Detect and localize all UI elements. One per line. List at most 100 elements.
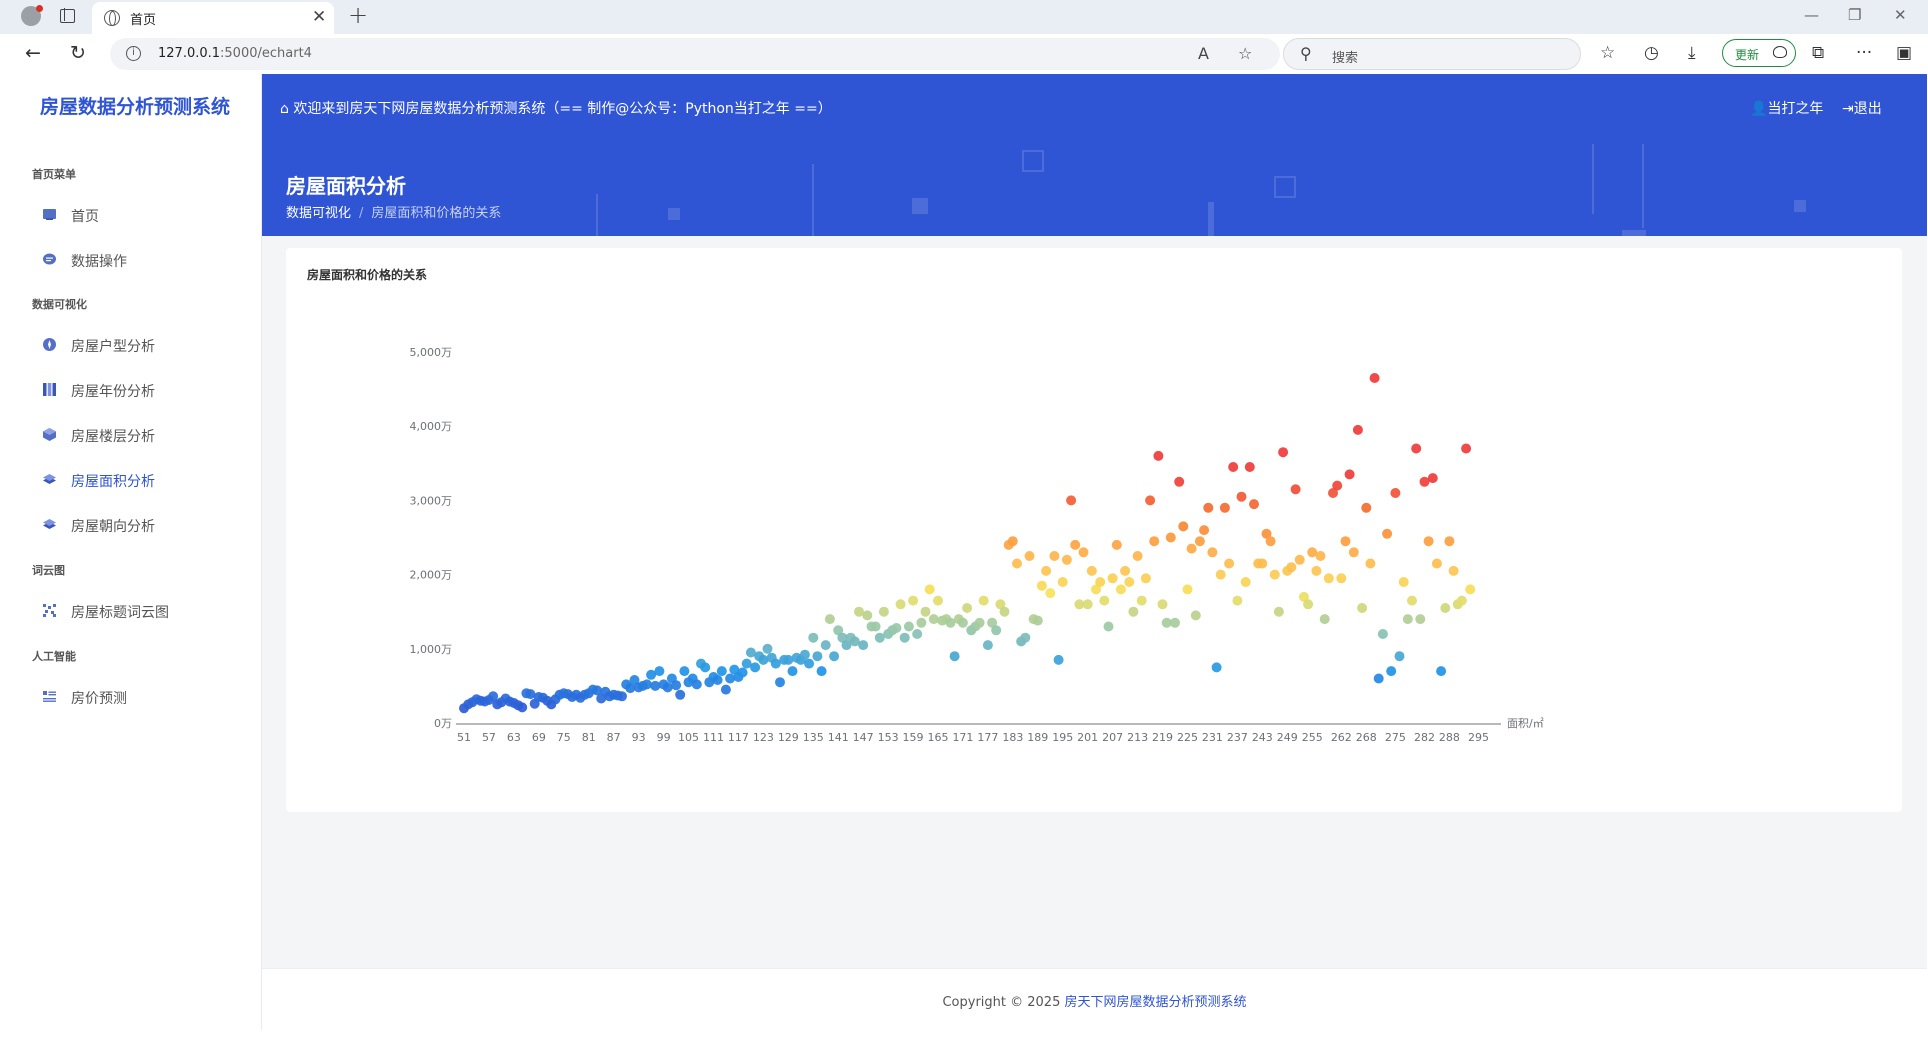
scatter-point[interactable] <box>1045 588 1056 599</box>
scatter-point[interactable] <box>700 662 711 673</box>
scatter-point[interactable] <box>1444 536 1455 547</box>
scatter-point[interactable] <box>1070 539 1081 550</box>
scatter-point[interactable] <box>1456 595 1467 606</box>
scatter-point[interactable] <box>1111 539 1122 550</box>
scatter-point[interactable] <box>1465 584 1476 595</box>
scatter-point[interactable] <box>1448 565 1459 576</box>
scatter-point[interactable] <box>1240 577 1251 587</box>
scatter-point[interactable] <box>1032 615 1043 626</box>
scatter-point[interactable] <box>1278 447 1289 458</box>
scatter-point[interactable] <box>987 617 998 628</box>
scatter-point[interactable] <box>1357 603 1368 613</box>
sidebar-item-year-analysis[interactable]: 房屋年份分析 <box>8 375 262 405</box>
scatter-point[interactable] <box>1074 599 1085 610</box>
scatter-point[interactable] <box>1377 629 1388 639</box>
scatter-point[interactable] <box>1078 547 1089 558</box>
sidebar-item-layout-analysis[interactable]: 房屋户型分析 <box>8 330 262 360</box>
scatter-point[interactable] <box>854 606 864 617</box>
scatter-point[interactable] <box>1020 632 1031 643</box>
scatter-point[interactable] <box>1178 521 1189 532</box>
scatter-point[interactable] <box>920 606 931 617</box>
browser-tab-active[interactable]: 首页 ✕ <box>92 2 334 34</box>
scatter-point[interactable] <box>1124 577 1135 587</box>
scatter-point[interactable] <box>1053 654 1064 665</box>
scatter-point[interactable] <box>837 632 848 643</box>
sidebar-toggle-icon[interactable]: ▣ <box>1896 43 1913 63</box>
scatter-point[interactable] <box>641 679 652 690</box>
scatter-point[interactable] <box>982 640 993 651</box>
scatter-point[interactable] <box>787 666 798 677</box>
scatter-point[interactable] <box>762 643 773 654</box>
scatter-point[interactable] <box>1120 565 1131 576</box>
scatter-point[interactable] <box>891 623 902 633</box>
copyright-link[interactable]: 房天下网房屋数据分析预测系统 <box>1064 995 1247 1010</box>
scatter-point[interactable] <box>1145 495 1156 506</box>
sidebar-item-orientation-analysis[interactable]: 房屋朝向分析 <box>8 510 262 540</box>
scatter-point[interactable] <box>804 658 815 669</box>
scatter-point[interactable] <box>862 610 873 621</box>
scatter-point[interactable] <box>912 629 923 639</box>
user-menu[interactable]: 👤当打之年 <box>1750 98 1823 118</box>
sidebar-item-area-analysis[interactable]: 房屋面积分析 <box>8 465 262 495</box>
scatter-point[interactable] <box>650 680 661 691</box>
scatter-point[interactable] <box>1091 584 1101 595</box>
window-close-icon[interactable]: ✕ <box>1894 6 1907 24</box>
scatter-point[interactable] <box>720 684 731 695</box>
back-arrow-icon[interactable]: ← <box>25 42 41 64</box>
scatter-point[interactable] <box>820 640 831 651</box>
scatter-point[interactable] <box>646 669 657 680</box>
scatter-point[interactable] <box>812 651 823 662</box>
scatter-point[interactable] <box>1386 666 1397 677</box>
scatter-point[interactable] <box>675 689 686 700</box>
download-icon[interactable]: ⤓ <box>1688 43 1696 63</box>
scatter-point[interactable] <box>1269 569 1280 580</box>
scatter-point[interactable] <box>758 654 769 665</box>
scatter-point[interactable] <box>1086 565 1097 576</box>
scatter-point[interactable] <box>895 599 906 610</box>
url-field[interactable]: i 127.0.0.1:5000/echart4 A ☆ <box>110 38 1280 70</box>
scatter-point[interactable] <box>1303 599 1314 610</box>
scatter-point[interactable] <box>995 599 1006 610</box>
scatter-point[interactable] <box>1290 484 1301 495</box>
scatter-point[interactable] <box>1332 480 1343 491</box>
scatter-point[interactable] <box>654 666 665 677</box>
scatter-point[interactable] <box>725 673 736 684</box>
scatter-point[interactable] <box>1082 599 1093 610</box>
scatter-point[interactable] <box>903 621 914 632</box>
scatter-point[interactable] <box>1286 562 1297 573</box>
scatter-point[interactable] <box>1024 551 1035 561</box>
scatter-point[interactable] <box>808 632 819 643</box>
scatter-point[interactable] <box>1215 569 1226 580</box>
scatter-point[interactable] <box>629 675 640 685</box>
scatter-point[interactable] <box>933 595 943 606</box>
scatter-point[interactable] <box>1294 554 1305 565</box>
scatter-point[interactable] <box>899 632 910 643</box>
scatter-point[interactable] <box>1394 651 1405 662</box>
scatter-point[interactable] <box>1440 603 1451 613</box>
scatter-point[interactable] <box>974 617 985 628</box>
scatter-point[interactable] <box>1431 558 1442 569</box>
scatter-point[interactable] <box>1261 528 1272 539</box>
scatter-point[interactable] <box>1041 565 1052 576</box>
scatter-point[interactable] <box>816 666 827 677</box>
scatter-point[interactable] <box>1199 525 1210 536</box>
scatter-point[interactable] <box>1211 662 1222 673</box>
scatter-point[interactable] <box>1407 595 1417 606</box>
scatter-point[interactable] <box>949 651 960 662</box>
scatter-point[interactable] <box>737 667 748 678</box>
scatter-point[interactable] <box>1311 565 1322 576</box>
scatter-point[interactable] <box>1057 577 1068 587</box>
scatter-point[interactable] <box>775 677 785 688</box>
favorites-list-icon[interactable]: ☆ <box>1600 43 1616 63</box>
scatter-point[interactable] <box>1249 499 1259 510</box>
refresh-icon[interactable]: ↻ <box>70 42 86 64</box>
scatter-point[interactable] <box>1265 536 1276 547</box>
scatter-point[interactable] <box>1174 476 1185 487</box>
scatter-point[interactable] <box>488 691 499 702</box>
scatter-point[interactable] <box>1115 584 1126 595</box>
scatter-point[interactable] <box>741 658 752 669</box>
scatter-point[interactable] <box>991 625 1002 636</box>
scatter-point[interactable] <box>928 614 939 625</box>
scatter-point[interactable] <box>1161 617 1172 628</box>
profile-avatar[interactable] <box>21 6 41 26</box>
